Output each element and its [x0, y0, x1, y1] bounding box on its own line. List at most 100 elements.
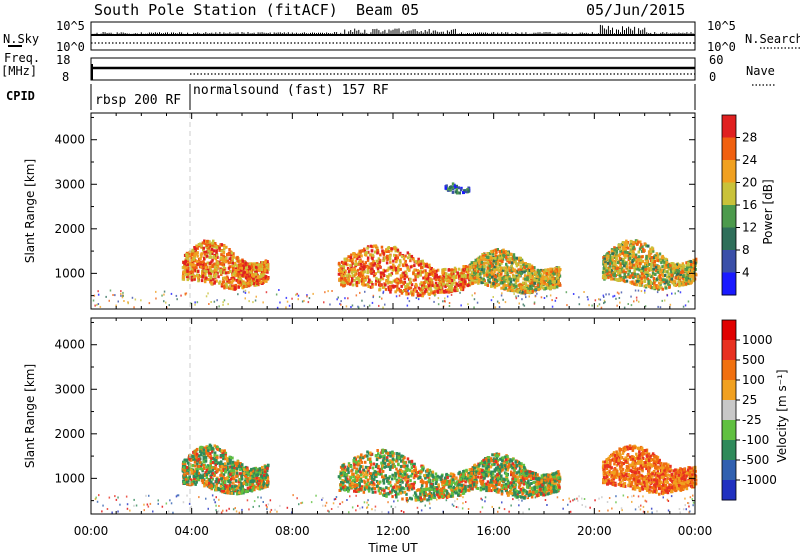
echo-cell	[384, 287, 388, 291]
echo-cell	[641, 274, 644, 278]
echo-cell	[544, 268, 547, 272]
echo-cell	[463, 189, 466, 193]
echo-cell	[615, 257, 618, 261]
scatter-cell	[185, 292, 188, 295]
echo-cell	[621, 259, 624, 263]
echo-cell	[416, 272, 419, 276]
echo-cell	[196, 254, 199, 258]
echo-cell	[490, 281, 493, 285]
echo-cell	[266, 477, 270, 481]
scatter-cell	[603, 302, 605, 305]
echo-cell	[205, 476, 209, 480]
echo-cell	[605, 257, 609, 261]
echo-cell	[250, 265, 254, 269]
echo-cell	[219, 268, 223, 272]
echo-cell	[363, 247, 366, 251]
echo-cell	[536, 283, 540, 287]
echo-cell	[414, 278, 417, 282]
echo-cell	[197, 269, 200, 273]
echo-cell	[341, 280, 344, 284]
echo-cell	[642, 247, 645, 251]
echo-cell	[660, 268, 663, 272]
echo-cell	[694, 263, 697, 267]
echo-cell	[500, 261, 503, 265]
echo-cell	[191, 468, 195, 472]
echo-cell	[206, 261, 210, 265]
echo-cell	[514, 281, 518, 285]
echo-cell	[451, 281, 455, 284]
echo-cell	[231, 258, 234, 262]
echo-cell	[637, 250, 640, 254]
scatter-cell	[533, 302, 536, 305]
echo-cell	[387, 285, 390, 289]
echo-cell	[244, 283, 247, 287]
echo-cell	[381, 277, 385, 281]
echo-cell	[213, 264, 217, 268]
echo-cell	[504, 271, 507, 275]
echo-cell	[681, 262, 685, 266]
echo-cell	[476, 258, 480, 262]
echo-cell	[538, 274, 542, 278]
echo-cell	[506, 279, 509, 283]
echo-cell	[667, 282, 670, 286]
echo-cell	[424, 288, 428, 292]
echo-cell	[613, 272, 616, 276]
echo-cell	[676, 269, 679, 272]
echo-cell	[246, 283, 249, 287]
echo-cell	[526, 267, 530, 271]
echo-cell	[199, 464, 203, 468]
scatter-cell	[644, 305, 647, 308]
echo-cell	[209, 455, 213, 459]
echo-cell	[214, 272, 218, 276]
echo-cell	[617, 245, 620, 249]
scatter-cell	[363, 304, 366, 307]
scatter-cell	[605, 293, 607, 296]
scatter-cell	[442, 300, 444, 303]
echo-cell	[208, 273, 211, 277]
echo-cell	[260, 274, 263, 278]
echo-cell	[219, 262, 222, 266]
echo-cell	[231, 268, 235, 272]
echo-cell	[211, 265, 214, 269]
scatter-cell	[244, 297, 246, 300]
echo-cell	[186, 476, 189, 480]
echo-cell	[492, 259, 496, 263]
echo-cell	[502, 253, 505, 257]
echo-cell	[685, 275, 688, 279]
echo-cell	[246, 272, 249, 276]
echo-cell	[204, 274, 207, 278]
echo-cell	[447, 288, 450, 292]
scatter-cell	[416, 293, 419, 296]
echo-cell	[439, 275, 442, 279]
echo-cell	[372, 259, 375, 263]
scatter-cell	[500, 294, 503, 297]
echo-cell	[692, 261, 696, 265]
echo-cell	[538, 278, 541, 282]
echo-cell	[386, 258, 389, 261]
cpid-label: CPID	[6, 89, 35, 103]
echo-cell	[492, 278, 495, 282]
echo-cell	[205, 270, 209, 274]
echo-cell	[616, 278, 619, 282]
echo-cell	[183, 265, 186, 269]
echo-cell	[374, 244, 378, 248]
echo-cell	[519, 258, 523, 262]
echo-cell	[264, 269, 267, 272]
echo-cell	[353, 268, 357, 272]
echo-cell	[417, 261, 421, 265]
echo-cell	[613, 252, 616, 256]
echo-cell	[449, 276, 452, 280]
echo-cell	[664, 257, 667, 261]
echo-cell	[429, 283, 432, 287]
echo-cell	[639, 258, 643, 262]
echo-cell	[608, 270, 611, 273]
echo-cell	[201, 469, 204, 473]
freq-panel: Freq. [MHz] 18 8 60 0 Nave	[1, 51, 776, 86]
echo-cell	[628, 269, 631, 273]
echo-cell	[342, 284, 345, 288]
echo-cell	[255, 265, 258, 269]
echo-cell	[370, 271, 373, 275]
echo-cell	[685, 261, 688, 265]
echo-cell	[474, 258, 477, 262]
echo-cell	[488, 276, 491, 280]
